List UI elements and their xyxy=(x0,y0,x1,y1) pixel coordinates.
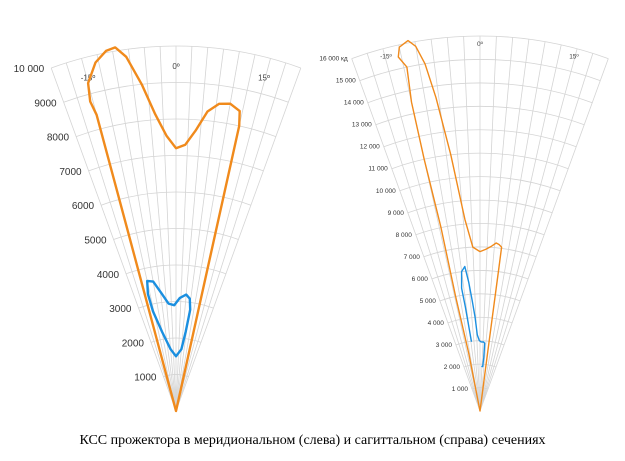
grid-arc xyxy=(150,337,202,343)
grid-arc xyxy=(163,374,189,378)
grid-arc xyxy=(471,387,489,390)
r-tick-label: 15 000 xyxy=(336,78,356,85)
grid-arc xyxy=(463,363,497,368)
r-tick-label: 10 000 xyxy=(376,188,396,195)
r-tick-label: 8 000 xyxy=(396,232,413,239)
grid-arc xyxy=(125,264,227,275)
angle-label: 15º xyxy=(569,53,579,60)
blue-intensity-curve xyxy=(146,279,192,358)
r-tick-label: 6 000 xyxy=(412,276,429,283)
r-tick-label: 4000 xyxy=(97,270,120,281)
r-tick-label: 3 000 xyxy=(436,342,453,349)
grid-arc xyxy=(359,59,601,81)
grid-arc xyxy=(100,191,252,206)
grid-arc xyxy=(113,228,239,240)
grid-arc xyxy=(447,316,513,324)
orange-intensity-curve xyxy=(397,39,503,412)
r-tick-label: 13 000 xyxy=(352,122,372,129)
grid-arc xyxy=(351,35,609,59)
r-tick-label: 8000 xyxy=(47,133,70,144)
r-tick-label: 3000 xyxy=(109,304,132,315)
r-tick-label: 10 000 xyxy=(14,64,45,75)
r-tick-label: 11 000 xyxy=(368,166,388,173)
grid-arc xyxy=(367,82,593,104)
grid-arc xyxy=(431,270,529,280)
r-tick-label: 1 000 xyxy=(452,386,469,393)
r-tick-label: 7 000 xyxy=(404,254,421,261)
sagittal-polar-chart: 1 000 2 000 3 000 4 000 5 000 6 000 7 000 8 000… xyxy=(319,35,609,412)
grid-arc xyxy=(375,106,585,126)
r-tick-label: 9000 xyxy=(34,98,57,109)
grid-arc xyxy=(63,82,289,103)
orange-intensity-curve xyxy=(86,46,241,413)
r-tick-label: 9 000 xyxy=(388,210,405,217)
r-tick-label: 12 000 xyxy=(360,144,380,151)
r-tick-label: 5000 xyxy=(84,236,107,247)
angle-label: 0º xyxy=(172,62,179,71)
grid-spoke xyxy=(479,58,609,412)
grid-spoke xyxy=(351,58,481,412)
blue-intensity-curve xyxy=(460,265,486,368)
grid-arc xyxy=(51,45,301,69)
angle-label: -15º xyxy=(380,53,392,60)
r-tick-label: 2000 xyxy=(122,338,145,349)
grid-arc xyxy=(415,223,545,236)
grid-arc xyxy=(391,152,569,170)
angle-label: 15º xyxy=(258,74,270,83)
grid-arc xyxy=(407,199,553,214)
grid-arc xyxy=(383,129,577,148)
r-tick-label: 14 000 xyxy=(344,100,364,107)
angle-label: -15º xyxy=(81,74,96,83)
grid-arc xyxy=(439,293,521,302)
r-tick-label: 1000 xyxy=(134,373,157,384)
r-tick-label: 5 000 xyxy=(420,298,437,305)
r-tick-label: 7000 xyxy=(59,167,82,178)
meridional-polar-chart: 1000 2000 3000 4000 5000 6000 7000 8000 9000 10 0… xyxy=(14,45,302,413)
grid-arc xyxy=(399,176,561,192)
r-tick-label: 4 000 xyxy=(428,320,445,327)
grid-arc xyxy=(423,246,537,258)
r-tick-label: 6000 xyxy=(72,201,95,212)
r-tick-label: 16 000 кд xyxy=(319,56,348,63)
figure-caption: КСС прожектора в меридиональном (слева) … xyxy=(79,433,546,448)
angle-label: 0º xyxy=(477,41,484,48)
r-tick-label: 2 000 xyxy=(444,364,461,371)
